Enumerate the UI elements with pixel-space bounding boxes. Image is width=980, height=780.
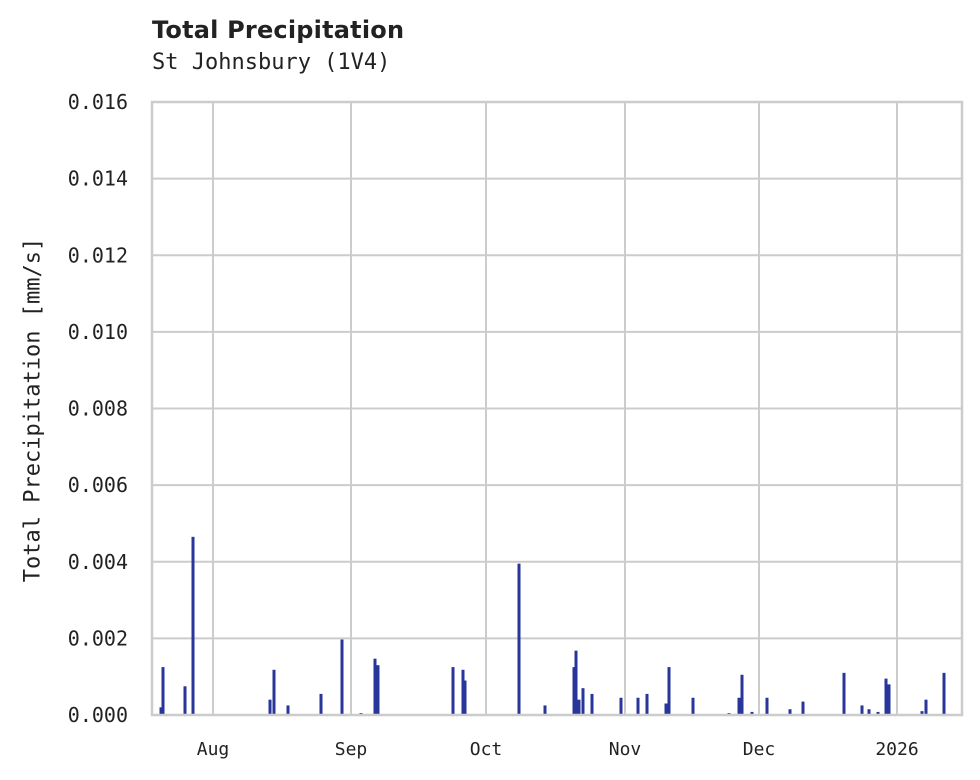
precipitation-bar — [191, 536, 195, 715]
precipitation-bar — [461, 669, 465, 715]
x-tick-label: Aug — [197, 739, 230, 760]
precipitation-bar — [737, 697, 741, 715]
precipitation-bar — [463, 680, 467, 715]
precipitation-bar — [373, 658, 377, 715]
precipitation-bar — [272, 669, 276, 715]
precipitation-bar — [268, 699, 272, 715]
precipitation-bar — [942, 672, 946, 715]
y-tick-label: 0.014 — [68, 167, 128, 191]
x-tick-label: Nov — [609, 739, 642, 760]
precipitation-bar — [740, 674, 744, 715]
x-axis-ticks: Aug Sep Oct Nov Dec 2026 — [197, 739, 919, 760]
precipitation-bar — [924, 699, 928, 715]
precipitation-bar — [636, 697, 640, 715]
precipitation-bar — [376, 665, 380, 715]
precipitation-bar — [887, 684, 891, 715]
precipitation-bar — [517, 563, 521, 715]
precipitation-bar — [876, 711, 880, 715]
precipitation-bar — [183, 686, 187, 715]
precipitation-bar — [765, 697, 769, 715]
y-tick-label: 0.002 — [68, 626, 128, 650]
precipitation-bar — [572, 667, 576, 715]
y-tick-label: 0.016 — [68, 90, 128, 114]
precipitation-bar — [451, 667, 455, 715]
precipitation-bar — [340, 639, 344, 715]
precipitation-bar — [543, 705, 547, 715]
precipitation-bar — [159, 707, 163, 715]
y-tick-label: 0.006 — [68, 473, 128, 497]
y-tick-label: 0.010 — [68, 320, 128, 344]
precipitation-bar — [884, 678, 888, 715]
y-tick-label: 0.008 — [68, 397, 128, 421]
x-tick-label: Oct — [470, 739, 503, 760]
y-tick-label: 0.000 — [68, 703, 128, 727]
chart-title: Total Precipitation — [152, 16, 405, 44]
precipitation-bar — [667, 667, 671, 715]
precipitation-series — [158, 536, 950, 715]
x-tick-label: Sep — [335, 739, 368, 760]
y-tick-label: 0.012 — [68, 243, 128, 267]
precipitation-bar — [860, 705, 864, 715]
y-axis-ticks: 0.000 0.002 0.004 0.006 0.008 0.010 0.012 0.014… — [68, 90, 128, 727]
precipitation-bar — [920, 711, 924, 715]
precipitation-bar — [801, 701, 805, 715]
precipitation-bar — [581, 688, 585, 715]
chart-subtitle: St Johnsbury (1V4) — [152, 50, 391, 75]
precipitation-bar — [788, 709, 792, 715]
precipitation-bar — [574, 650, 578, 715]
precipitation-bar — [645, 693, 649, 715]
precipitation-bar — [842, 672, 846, 715]
x-tick-label: 2026 — [875, 739, 918, 760]
precipitation-bar — [286, 705, 290, 715]
x-tick-label: Dec — [743, 739, 776, 760]
gridlines — [152, 101, 962, 716]
precipitation-bar — [590, 693, 594, 715]
precipitation-bar — [691, 697, 695, 715]
precipitation-bar — [577, 699, 581, 715]
precipitation-bar — [867, 709, 871, 715]
plot-frame — [150, 100, 964, 717]
precipitation-bar — [319, 693, 323, 715]
y-tick-label: 0.004 — [68, 550, 128, 574]
precipitation-bar — [161, 667, 165, 715]
precipitation-bar — [750, 711, 754, 715]
precipitation-bar — [619, 697, 623, 715]
precipitation-bar — [664, 703, 668, 715]
